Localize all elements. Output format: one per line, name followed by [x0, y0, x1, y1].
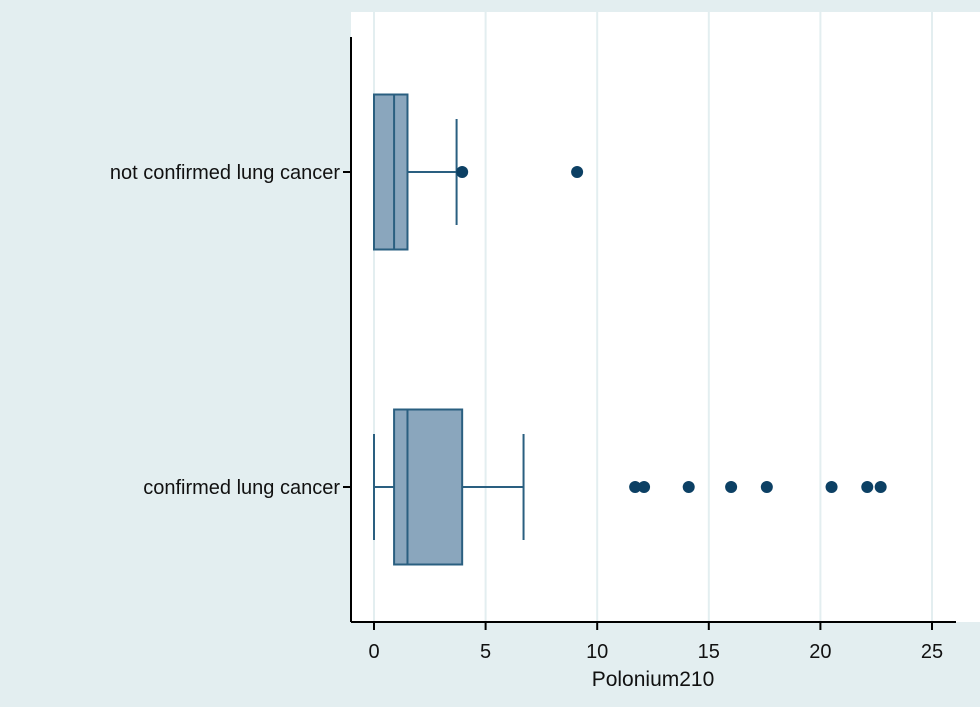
x-tick-label: 25 [921, 641, 943, 663]
y-category-label: not confirmed lung cancer [110, 162, 340, 184]
x-tick-label: 15 [698, 641, 720, 663]
outlier-point-5 [825, 481, 838, 493]
x-axis-title: Polonium210 [592, 668, 715, 691]
outlier-point-0 [456, 166, 469, 178]
outlier-point-4 [760, 481, 773, 493]
outlier-point-3 [725, 481, 738, 493]
y-axis-category-labels: not confirmed lung cancer confirmed lung … [110, 162, 351, 499]
box-groups [373, 93, 887, 566]
iqr-box [373, 93, 409, 251]
x-tick-label: 5 [480, 641, 491, 663]
y-category-label: confirmed lung cancer [143, 477, 340, 499]
x-axis-ticks: 0 5 10 15 20 25 [368, 622, 943, 663]
outlier-point-7 [874, 481, 887, 493]
box-group-1 [373, 408, 887, 566]
x-tick-label: 10 [586, 641, 608, 663]
outlier-point-1 [638, 481, 651, 493]
outlier-point-6 [861, 481, 874, 493]
outlier-point-1 [571, 166, 584, 178]
outlier-point-2 [682, 481, 695, 493]
outlier-point-0 [629, 481, 642, 493]
box-group-0 [373, 93, 584, 251]
x-tick-label: 0 [368, 641, 379, 663]
x-tick-label: 20 [809, 641, 831, 663]
iqr-box [393, 408, 464, 566]
